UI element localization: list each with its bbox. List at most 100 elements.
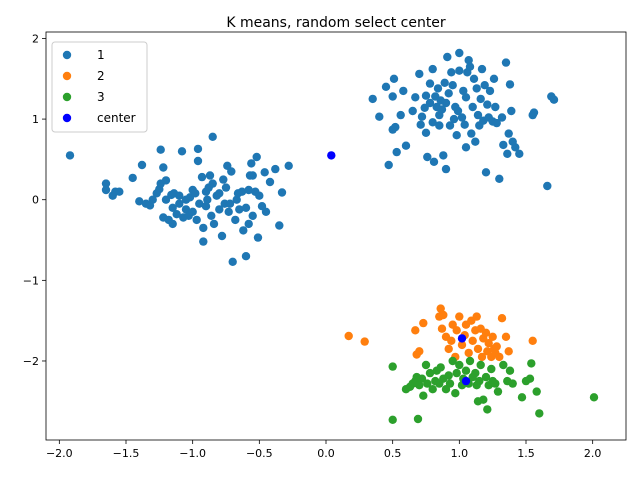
data-point <box>444 371 453 380</box>
data-point <box>421 360 431 370</box>
data-point <box>399 86 408 96</box>
data-point <box>440 78 449 88</box>
data-point <box>457 334 467 343</box>
data-point <box>428 118 437 127</box>
data-point <box>265 177 275 187</box>
data-point <box>493 387 503 396</box>
data-point <box>488 332 497 341</box>
data-point <box>208 132 217 141</box>
data-point <box>360 337 369 346</box>
data-point <box>181 205 191 214</box>
legend-label: 2 <box>97 69 105 83</box>
x-axis: −2.0 −1.5 −1.0 −0.5 0.0 0.5 1.0 1.5 2.0 <box>46 440 601 460</box>
data-point <box>413 414 423 424</box>
data-point <box>388 362 397 371</box>
y-tick-label: 1 <box>32 113 39 126</box>
data-point <box>253 233 263 242</box>
data-point <box>491 102 500 112</box>
data-point <box>425 79 435 88</box>
data-point <box>199 237 208 246</box>
data-point <box>503 149 512 158</box>
data-point <box>175 191 184 200</box>
x-tick-label: 2.0 <box>584 447 602 460</box>
data-point <box>535 409 544 418</box>
data-point <box>473 110 483 120</box>
data-point <box>501 332 511 341</box>
data-point <box>421 128 431 137</box>
data-point <box>177 147 187 156</box>
data-point <box>472 84 481 93</box>
data-point <box>449 114 459 124</box>
data-point <box>497 314 507 323</box>
data-point <box>419 318 428 328</box>
data-point <box>417 112 427 121</box>
x-tick-label: −1.5 <box>113 447 140 460</box>
data-point <box>476 94 485 104</box>
data-point <box>461 143 471 152</box>
data-point <box>505 366 515 375</box>
data-point <box>511 143 520 152</box>
data-point <box>529 108 539 117</box>
data-point <box>388 92 397 101</box>
legend-label: center <box>97 111 136 125</box>
data-point <box>435 121 444 130</box>
data-point <box>421 91 431 100</box>
data-point <box>172 210 181 219</box>
series-2 <box>344 304 537 362</box>
data-point <box>439 310 448 320</box>
data-point <box>235 205 244 214</box>
data-point <box>161 176 171 185</box>
data-point <box>451 389 460 398</box>
x-tick-label: 1.0 <box>451 447 469 460</box>
data-point <box>168 219 177 229</box>
data-point <box>239 226 248 235</box>
data-point <box>159 163 168 172</box>
data-point <box>532 387 541 396</box>
data-point <box>271 164 280 174</box>
plot-frame <box>45 31 627 441</box>
data-point <box>411 93 420 102</box>
data-point <box>495 174 504 183</box>
data-point <box>197 172 207 182</box>
x-tick-label: 0.0 <box>317 447 335 460</box>
data-point <box>241 203 251 212</box>
data-point <box>168 203 177 212</box>
series-center <box>327 151 471 386</box>
data-point <box>528 336 537 345</box>
data-point <box>205 171 215 180</box>
data-point <box>137 160 147 170</box>
data-point <box>460 120 469 129</box>
data-point <box>469 74 479 84</box>
data-point <box>344 331 353 341</box>
data-point <box>247 159 256 168</box>
data-point <box>444 89 453 98</box>
data-point <box>437 105 447 114</box>
x-tick-label: −1.0 <box>179 447 206 460</box>
data-point <box>453 106 463 116</box>
data-point <box>231 215 240 225</box>
data-point <box>224 207 233 216</box>
data-point <box>549 95 559 104</box>
data-point <box>468 102 477 112</box>
data-point <box>481 168 491 177</box>
data-point <box>408 106 417 116</box>
data-point <box>483 100 492 109</box>
legend-marker <box>62 50 72 60</box>
data-point <box>148 195 157 204</box>
data-point <box>215 205 224 214</box>
data-point <box>465 356 475 366</box>
data-point <box>452 326 461 335</box>
data-point <box>425 368 435 378</box>
data-point <box>201 202 211 211</box>
data-point <box>195 199 204 208</box>
data-point <box>175 199 184 208</box>
data-point <box>219 175 228 184</box>
data-point <box>477 64 487 74</box>
data-point <box>477 352 487 362</box>
data-point <box>468 336 477 345</box>
data-point <box>429 157 439 166</box>
data-point <box>517 393 527 402</box>
legend-marker <box>62 113 72 123</box>
x-tick-label: −2.0 <box>46 447 73 460</box>
data-point <box>401 141 411 150</box>
